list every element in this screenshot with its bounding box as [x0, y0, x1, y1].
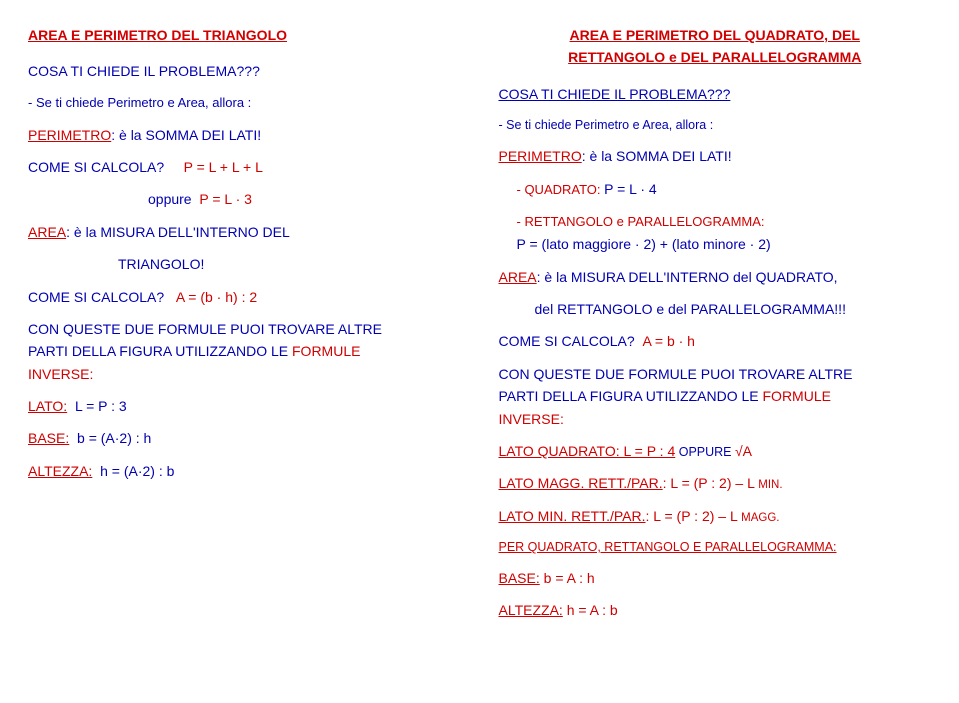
right-inverse-intro: CON QUESTE DUE FORMULE PUOI TROVARE ALTR… [499, 363, 932, 430]
altezza-formula: h = (A·2) : b [100, 463, 174, 479]
right-lmagg: LATO MAGG. RETT./PAR.: L = (P : 2) – L M… [499, 472, 932, 494]
rinv4: INVERSE: [499, 411, 564, 427]
left-q1: COSA TI CHIEDE IL PROBLEMA??? [28, 60, 461, 82]
altezza-label: ALTEZZA: [28, 463, 92, 479]
r-alt-formula: h = A : b [563, 602, 618, 618]
base-label: BASE: [28, 430, 69, 446]
r-base-formula: b = A : h [540, 570, 595, 586]
right-q1sub: - Se ti chiede Perimetro e Area, allora … [499, 115, 932, 135]
calc1-formula2: P = L · 3 [199, 191, 252, 207]
right-base: BASE: b = A : h [499, 567, 932, 589]
rinv2: PARTI DELLA FIGURA UTILIZZANDO LE [499, 388, 763, 404]
left-title: AREA E PERIMETRO DEL TRIANGOLO [28, 24, 461, 46]
lmin-label: LATO MIN. RETT./PAR. [499, 508, 646, 524]
page: AREA E PERIMETRO DEL TRIANGOLO COSA TI C… [28, 24, 931, 632]
lato-formula: L = P : 3 [75, 398, 127, 414]
left-area2: TRIANGOLO! [28, 253, 461, 275]
r-calc2-label: COME SI CALCOLA? [499, 333, 635, 349]
rinv1: CON QUESTE DUE FORMULE PUOI TROVARE ALTR… [499, 366, 853, 382]
calc2-label: COME SI CALCOLA? [28, 289, 164, 305]
calc2-formula: A = (b · h) : 2 [176, 289, 257, 305]
left-calc2: COME SI CALCOLA? A = (b · h) : 2 [28, 286, 461, 308]
left-altezza: ALTEZZA: h = (A·2) : b [28, 460, 461, 482]
right-title: AREA E PERIMETRO DEL QUADRATO, DEL RETTA… [499, 24, 932, 69]
right-altezza: ALTEZZA: h = A : b [499, 599, 932, 621]
rt2: RETTANGOLO e DEL PARALLELOGRAMMA [568, 49, 861, 65]
inv4: INVERSE: [28, 366, 93, 382]
lmin-suffix: MAGG. [741, 512, 779, 524]
left-base: BASE: b = (A·2) : h [28, 427, 461, 449]
r-perim-text: : è la SOMMA DEI LATI! [582, 148, 732, 164]
r-perim-label: PERIMETRO [499, 148, 582, 164]
latoq-label: LATO QUADRATO: L = P : 4 [499, 443, 676, 459]
lato-label: LATO: [28, 398, 67, 414]
r-calc2-formula: A = b · h [642, 333, 695, 349]
left-lato: LATO: L = P : 3 [28, 395, 461, 417]
left-area: AREA: è la MISURA DELL'INTERNO DEL [28, 221, 461, 243]
lmagg-suffix: MIN. [758, 479, 782, 491]
perimetro-text: : è la SOMMA DEI LATI! [111, 127, 261, 143]
perimetro-label: PERIMETRO [28, 127, 111, 143]
right-perimetro: PERIMETRO: è la SOMMA DEI LATI! [499, 145, 932, 167]
right-rett: - RETTANGOLO e PARALLELOGRAMMA: P = (lat… [499, 210, 932, 255]
rt1: AREA E PERIMETRO DEL QUADRATO, DEL [570, 27, 860, 43]
right-q1: COSA TI CHIEDE IL PROBLEMA??? [499, 83, 932, 105]
perq-text: PER QUADRATO, RETTANGOLO E PARALLELOGRAM… [499, 540, 837, 554]
calc1-label: COME SI CALCOLA? [28, 159, 164, 175]
right-lmin: LATO MIN. RETT./PAR.: L = (P : 2) – L MA… [499, 505, 932, 527]
area-text: : è la MISURA DELL'INTERNO DEL [66, 224, 290, 240]
area-label: AREA [28, 224, 66, 240]
inv1: CON QUESTE DUE FORMULE PUOI TROVARE ALTR… [28, 321, 382, 337]
r-base-label: BASE: [499, 570, 540, 586]
left-inverse-intro: CON QUESTE DUE FORMULE PUOI TROVARE ALTR… [28, 318, 461, 385]
rett-label: - RETTANGOLO e PARALLELOGRAMMA: [517, 214, 765, 229]
right-column: AREA E PERIMETRO DEL QUADRATO, DEL RETTA… [499, 24, 932, 632]
lmagg-formula: : L = (P : 2) – L [663, 475, 759, 491]
left-perimetro: PERIMETRO: è la SOMMA DEI LATI! [28, 124, 461, 146]
rq1: COSA TI CHIEDE IL PROBLEMA??? [499, 86, 731, 102]
quad-formula: P = L · 4 [604, 181, 657, 197]
left-calc1b: oppure P = L · 3 [28, 188, 461, 210]
latoq-opp: OPPURE [675, 445, 735, 459]
r-area-label: AREA [499, 269, 537, 285]
left-column: AREA E PERIMETRO DEL TRIANGOLO COSA TI C… [28, 24, 461, 632]
right-area: AREA: è la MISURA DELL'INTERNO del QUADR… [499, 266, 932, 288]
inv3: FORMULE [292, 343, 360, 359]
right-calc2: COME SI CALCOLA? A = b · h [499, 330, 932, 352]
r-alt-label: ALTEZZA: [499, 602, 563, 618]
rett-formula: P = (lato maggiore · 2) + (lato minore ·… [517, 236, 771, 252]
right-latoq: LATO QUADRATO: L = P : 4 OPPURE √A [499, 440, 932, 462]
left-calc1: COME SI CALCOLA? P = L + L + L [28, 156, 461, 178]
right-quadrato: - QUADRATO: P = L · 4 [499, 178, 932, 201]
right-area2: del RETTANGOLO e del PARALLELOGRAMMA!!! [499, 298, 932, 320]
left-q1sub: - Se ti chiede Perimetro e Area, allora … [28, 93, 461, 114]
quad-label: - QUADRATO: [517, 182, 605, 197]
inv2: PARTI DELLA FIGURA UTILIZZANDO LE [28, 343, 292, 359]
rinv3: FORMULE [763, 388, 831, 404]
lmagg-label: LATO MAGG. RETT./PAR. [499, 475, 663, 491]
calc1-formula: P = L + L + L [184, 159, 263, 175]
latoq-root: √A [735, 443, 752, 459]
base-formula: b = (A·2) : h [77, 430, 151, 446]
r-area-text1: : è la MISURA DELL'INTERNO del QUADRATO, [537, 269, 838, 285]
oppure: oppure [148, 191, 192, 207]
lmin-formula: : L = (P : 2) – L [646, 508, 742, 524]
right-perq: PER QUADRATO, RETTANGOLO E PARALLELOGRAM… [499, 537, 932, 557]
